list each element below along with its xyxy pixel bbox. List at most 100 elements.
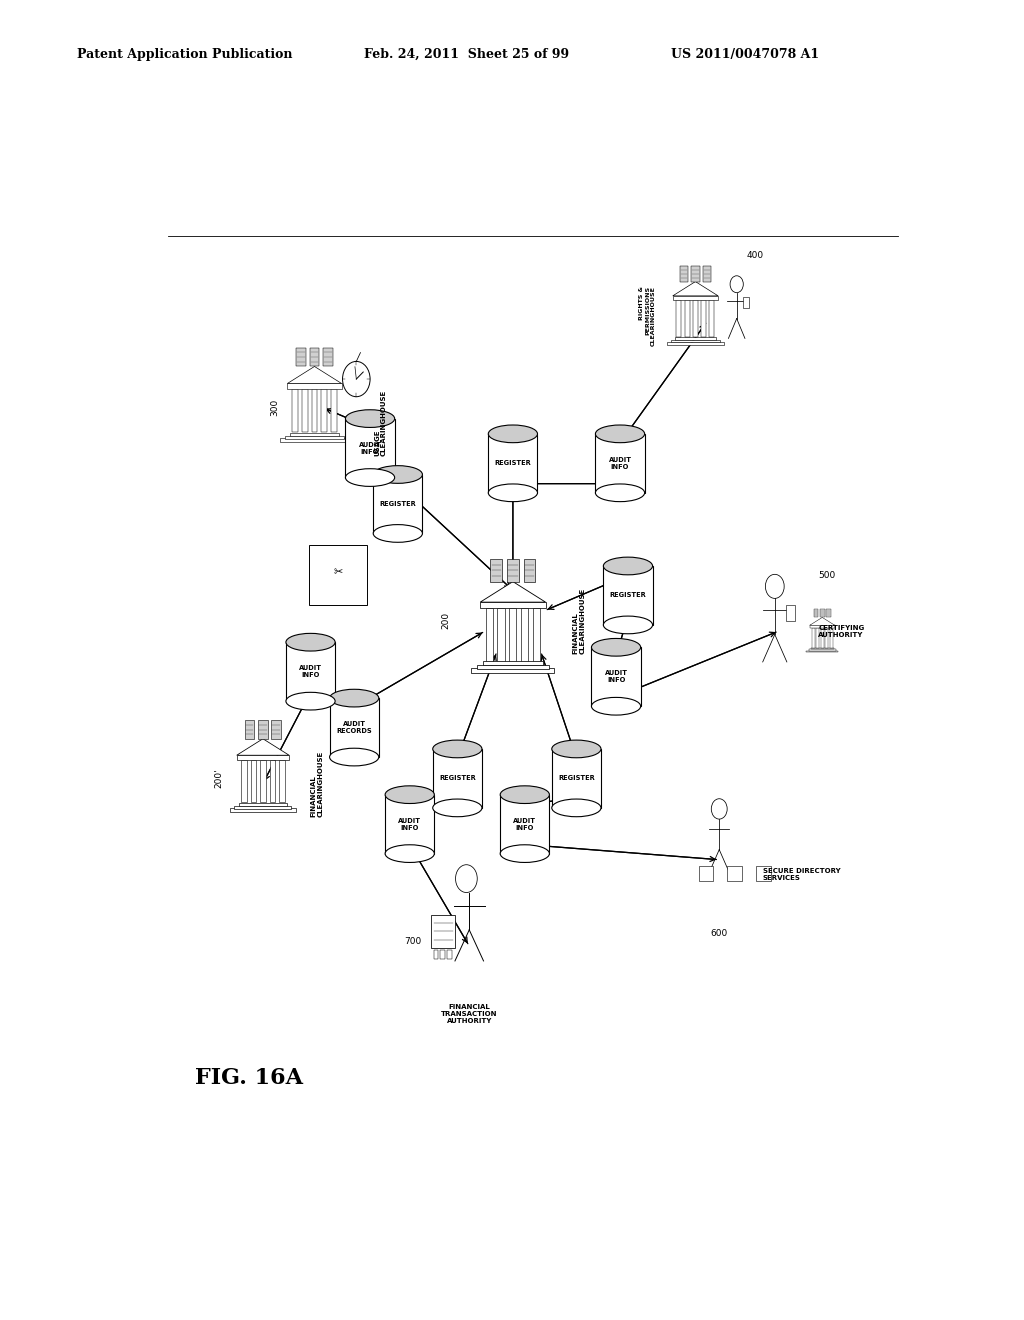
Polygon shape xyxy=(288,367,342,384)
Text: 200': 200' xyxy=(215,768,224,788)
Ellipse shape xyxy=(373,524,423,543)
Bar xyxy=(702,265,711,281)
Ellipse shape xyxy=(385,785,434,804)
Bar xyxy=(710,300,715,337)
Bar xyxy=(812,627,814,648)
Bar xyxy=(485,609,493,661)
Bar xyxy=(385,795,434,854)
Polygon shape xyxy=(673,281,718,296)
Bar xyxy=(595,434,645,492)
Bar xyxy=(523,558,536,582)
Text: AUDIT
INFO: AUDIT INFO xyxy=(604,671,628,684)
Bar xyxy=(240,803,287,805)
Bar xyxy=(480,602,546,609)
Bar xyxy=(490,558,502,582)
Text: US 2011/0047078 A1: US 2011/0047078 A1 xyxy=(671,48,819,61)
Text: Feb. 24, 2011  Sheet 25 of 99: Feb. 24, 2011 Sheet 25 of 99 xyxy=(364,48,568,61)
Bar xyxy=(229,808,296,812)
Text: 200: 200 xyxy=(441,612,450,630)
Text: REGISTER: REGISTER xyxy=(495,461,531,466)
Bar xyxy=(245,721,254,739)
Ellipse shape xyxy=(592,639,641,656)
Bar xyxy=(251,760,256,803)
Bar xyxy=(677,300,681,337)
Bar xyxy=(667,342,724,345)
Bar xyxy=(820,609,824,618)
Bar xyxy=(258,721,267,739)
Ellipse shape xyxy=(488,425,538,442)
Text: FINANCIAL
CLEARINGHOUSE: FINANCIAL CLEARINGHOUSE xyxy=(310,750,324,817)
Ellipse shape xyxy=(552,799,601,817)
Ellipse shape xyxy=(592,697,641,715)
Bar xyxy=(446,950,452,960)
Bar xyxy=(234,805,292,809)
Text: REGISTER: REGISTER xyxy=(380,502,416,507)
Bar xyxy=(509,609,516,661)
Text: SECURE DIRECTORY
SERVICES: SECURE DIRECTORY SERVICES xyxy=(763,869,841,882)
Bar xyxy=(671,339,720,342)
Ellipse shape xyxy=(330,689,379,708)
Bar xyxy=(811,648,834,649)
Ellipse shape xyxy=(500,845,550,862)
Text: AUDIT
INFO: AUDIT INFO xyxy=(398,817,421,830)
Ellipse shape xyxy=(286,692,335,710)
Ellipse shape xyxy=(603,557,652,574)
Text: FINANCIAL
TRANSACTION
AUTHORITY: FINANCIAL TRANSACTION AUTHORITY xyxy=(441,1005,498,1024)
Text: AUDIT
RECORDS: AUDIT RECORDS xyxy=(336,721,372,734)
Text: Patent Application Publication: Patent Application Publication xyxy=(77,48,292,61)
Bar xyxy=(685,300,689,337)
Bar xyxy=(534,609,541,661)
Ellipse shape xyxy=(385,845,434,862)
Polygon shape xyxy=(810,618,835,626)
Bar xyxy=(302,388,307,432)
Ellipse shape xyxy=(373,466,423,483)
Text: RIGHTS &
PERMISSIONS
CLEARINGHOUSE: RIGHTS & PERMISSIONS CLEARINGHOUSE xyxy=(639,286,655,346)
Ellipse shape xyxy=(552,741,601,758)
Ellipse shape xyxy=(595,425,645,442)
Bar xyxy=(345,418,394,478)
Bar xyxy=(280,760,285,803)
Circle shape xyxy=(765,574,784,598)
Text: AUDIT
INFO: AUDIT INFO xyxy=(513,817,537,830)
Bar xyxy=(488,434,538,492)
Text: 300: 300 xyxy=(270,399,280,416)
Ellipse shape xyxy=(330,748,379,766)
Text: FIG. 16A: FIG. 16A xyxy=(196,1068,303,1089)
Bar xyxy=(440,950,445,960)
Bar xyxy=(269,760,275,803)
Bar xyxy=(286,643,335,701)
Polygon shape xyxy=(237,739,289,755)
Bar xyxy=(296,347,305,367)
Text: REGISTER: REGISTER xyxy=(439,775,476,781)
Bar xyxy=(500,795,550,854)
Text: CERTIFYING
AUTHORITY: CERTIFYING AUTHORITY xyxy=(818,624,864,638)
Text: AUDIT
INFO: AUDIT INFO xyxy=(299,665,322,678)
Bar xyxy=(483,661,543,665)
Bar xyxy=(673,296,718,300)
Text: 700: 700 xyxy=(404,936,422,945)
Ellipse shape xyxy=(488,484,538,502)
Bar xyxy=(785,606,795,620)
Text: AUDIT
INFO: AUDIT INFO xyxy=(608,457,632,470)
Bar xyxy=(521,609,528,661)
Bar xyxy=(743,297,750,308)
Circle shape xyxy=(343,362,370,397)
Bar xyxy=(816,627,819,648)
Ellipse shape xyxy=(595,484,645,502)
Text: ✂: ✂ xyxy=(334,568,343,577)
Ellipse shape xyxy=(433,799,482,817)
Bar xyxy=(826,609,830,618)
Text: AUDIT
INFO: AUDIT INFO xyxy=(358,442,382,454)
Circle shape xyxy=(730,276,743,293)
Ellipse shape xyxy=(500,785,550,804)
Bar xyxy=(757,866,771,880)
Bar xyxy=(309,347,319,367)
Ellipse shape xyxy=(433,741,482,758)
Ellipse shape xyxy=(345,469,394,486)
Ellipse shape xyxy=(286,634,335,651)
Bar xyxy=(324,347,333,367)
Bar xyxy=(431,915,455,948)
Bar xyxy=(507,558,519,582)
Bar xyxy=(477,665,549,669)
Bar xyxy=(810,626,835,627)
